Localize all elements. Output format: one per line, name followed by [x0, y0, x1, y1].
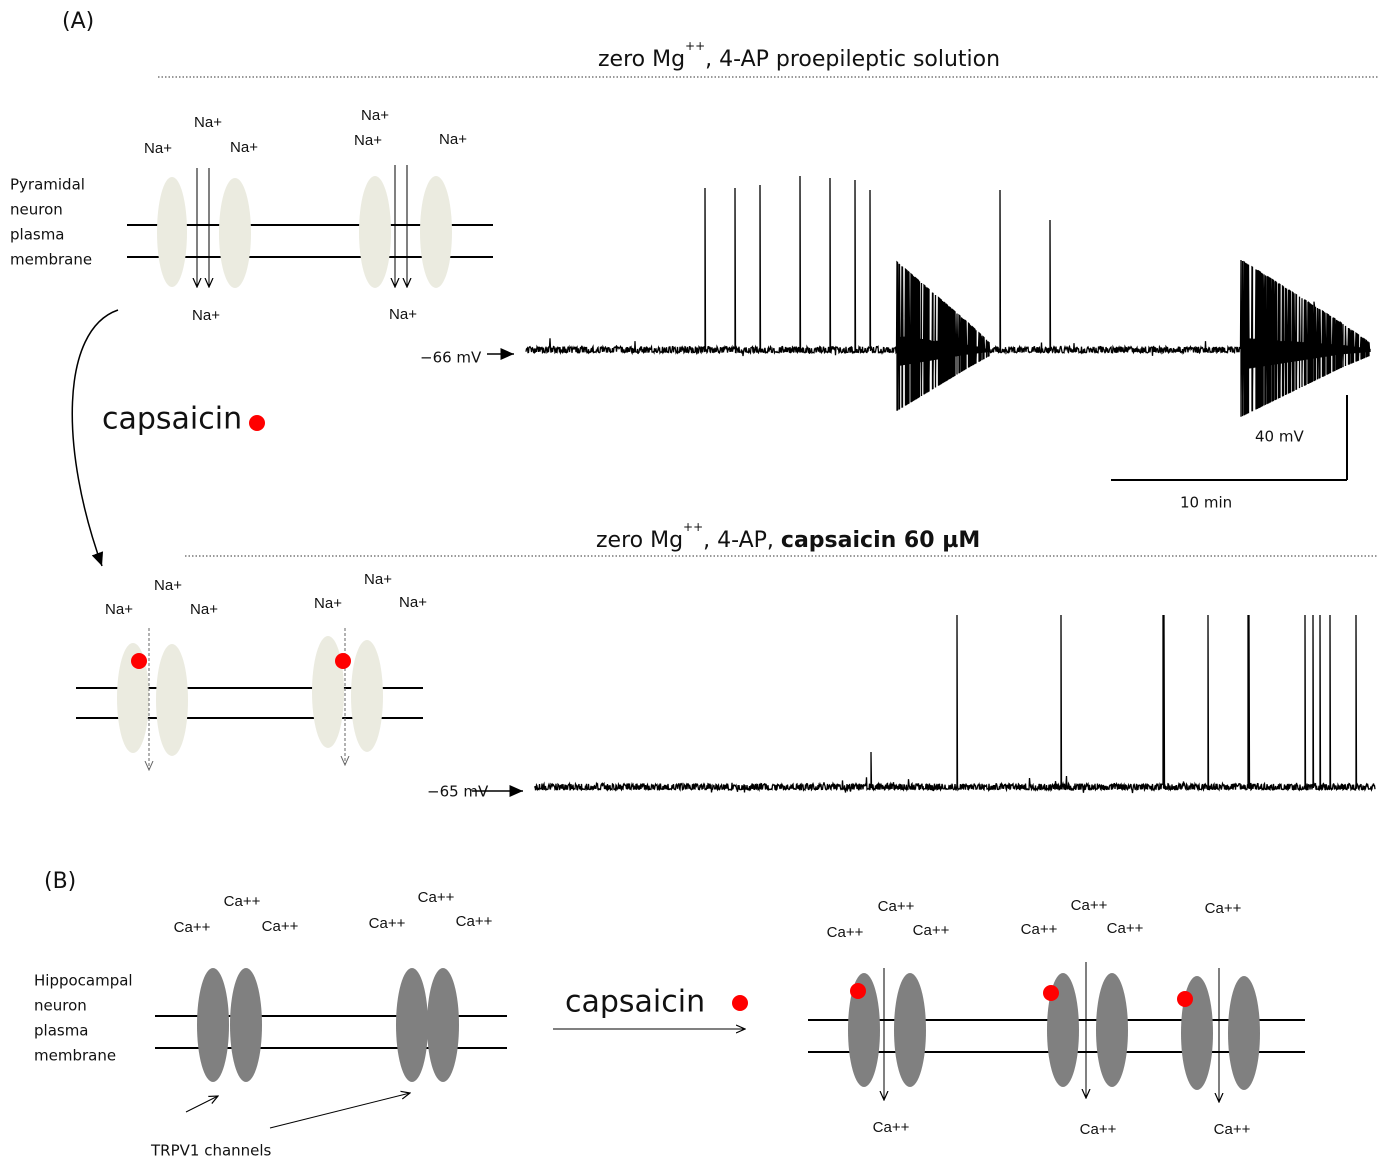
condition-suffix: , 4-AP proepileptic solution [705, 47, 1000, 72]
ion-label: Ca++ [1071, 897, 1108, 914]
figure: (A) zero Mg++, 4-AP proepileptic solutio… [0, 0, 1385, 1163]
condition-middle: , 4-AP, [703, 528, 781, 553]
ion-label: Na+ [354, 132, 382, 149]
ion-label: Ca++ [1214, 1121, 1251, 1138]
capsaicin-dot [249, 415, 265, 431]
ion-label: Ca++ [418, 889, 455, 906]
ion-label: Ca++ [456, 913, 493, 930]
drug-label: capsaicin [565, 985, 705, 1020]
ion-label: Ca++ [1205, 900, 1242, 917]
condition-prefix: zero Mg [596, 528, 683, 553]
flow-arrow [72, 310, 118, 566]
membrane-label: membrane [10, 251, 92, 269]
condition-superscript: ++ [685, 39, 705, 53]
membrane-label: plasma [10, 226, 65, 244]
membrane-label: membrane [34, 1047, 116, 1065]
ion-label: Na+ [314, 595, 342, 612]
condition-bold: capsaicin 60 µM [781, 528, 980, 553]
ion-label: Na+ [364, 571, 392, 588]
membrane-capsaicin [76, 628, 423, 770]
ion-label: Ca++ [1080, 1121, 1117, 1138]
channel-label: TRPV1 channels [150, 1142, 272, 1160]
ion-label: Na+ [389, 306, 417, 323]
ion-label: Ca++ [913, 922, 950, 939]
ion-label: Ca++ [369, 915, 406, 932]
ion-label: Ca++ [224, 893, 261, 910]
scale-label: 40 mV [1255, 428, 1304, 446]
drug-label: capsaicin [102, 402, 242, 437]
ion-label: Na+ [439, 131, 467, 148]
panel-label: (A) [62, 9, 94, 34]
resting-potential: −66 mV [420, 349, 482, 367]
condition-title: zero Mg++, 4-AP, capsaicin 60 µM [596, 520, 980, 554]
ion-label: Na+ [190, 601, 218, 618]
panel-label: (B) [44, 869, 76, 894]
ion-label: Ca++ [1021, 921, 1058, 938]
trace [535, 615, 1375, 793]
membrane-label: Hippocampal [34, 972, 133, 990]
ion-label: Ca++ [878, 898, 915, 915]
condition-prefix: zero Mg [598, 47, 685, 72]
membrane-b-left [155, 968, 507, 1128]
trace [526, 176, 1370, 417]
scale-label: 10 min [1180, 494, 1232, 512]
ion-label: Ca++ [827, 924, 864, 941]
membrane-top [127, 165, 493, 288]
ion-label: Na+ [361, 107, 389, 124]
ion-label: Na+ [399, 594, 427, 611]
ion-label: Ca++ [873, 1119, 910, 1136]
ion-label: Na+ [230, 139, 258, 156]
ion-label: Ca++ [262, 918, 299, 935]
ion-label: Na+ [144, 140, 172, 157]
condition-title: zero Mg++, 4-AP proepileptic solution [598, 39, 1000, 73]
ion-label: Na+ [154, 577, 182, 594]
membrane-b-right [808, 962, 1305, 1102]
ion-label: Na+ [192, 307, 220, 324]
membrane-label: plasma [34, 1022, 89, 1040]
membrane-label: neuron [10, 201, 63, 219]
membrane-label: Pyramidal [10, 176, 85, 194]
condition-superscript: ++ [683, 520, 703, 534]
ion-label: Ca++ [174, 919, 211, 936]
ion-label: Na+ [194, 114, 222, 131]
membrane-label: neuron [34, 997, 87, 1015]
ion-label: Na+ [105, 601, 133, 618]
capsaicin-dot [732, 995, 748, 1011]
ion-label: Ca++ [1107, 920, 1144, 937]
